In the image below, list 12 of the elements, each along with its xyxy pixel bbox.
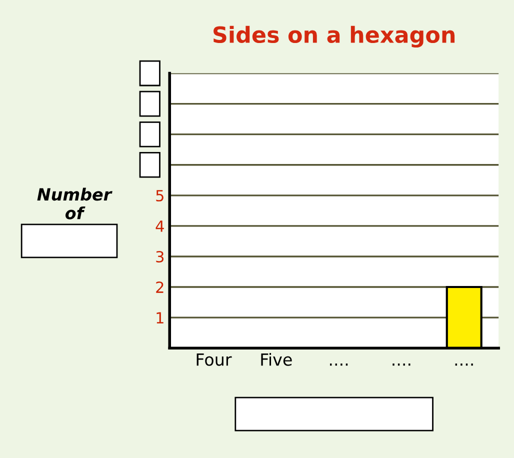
x-tick-label: ....	[392, 364, 410, 366]
y-tick-label: 5	[156, 190, 164, 202]
y-tick-label: 4	[156, 220, 164, 232]
y-tick-label: 2	[156, 281, 164, 293]
y-tick-label: 1	[156, 312, 164, 324]
x-tick-label: Five	[261, 352, 292, 366]
x-tick-label: ....	[455, 364, 473, 366]
chart-title: Sides on a hexagon	[214, 26, 455, 48]
x-tick-label: Four	[196, 353, 232, 366]
y-axis-title: Number of	[37, 188, 112, 220]
y-tick-label: 3	[156, 250, 164, 262]
x-tick-label: ....	[330, 364, 348, 366]
